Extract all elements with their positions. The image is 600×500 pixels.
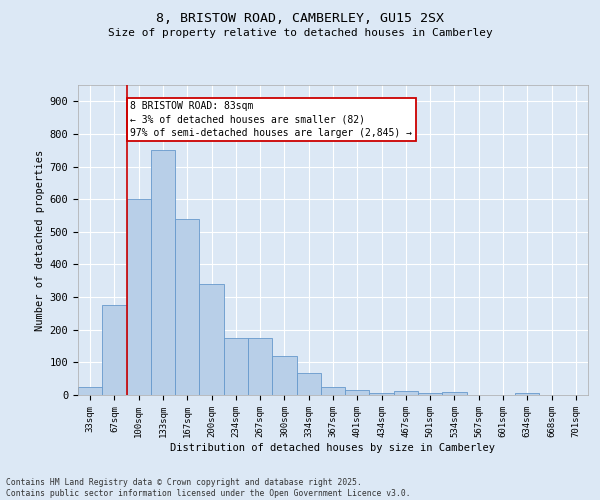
Text: 8, BRISTOW ROAD, CAMBERLEY, GU15 2SX: 8, BRISTOW ROAD, CAMBERLEY, GU15 2SX [156,12,444,26]
Bar [321,387,345,395]
Bar [418,394,442,395]
Text: 8 BRISTOW ROAD: 83sqm
← 3% of detached houses are smaller (82)
97% of semi-detac: 8 BRISTOW ROAD: 83sqm ← 3% of detached h… [130,102,412,138]
Bar [224,338,248,395]
Bar [175,219,199,395]
Bar [102,306,127,395]
Bar [272,356,296,395]
X-axis label: Distribution of detached houses by size in Camberley: Distribution of detached houses by size … [170,442,496,452]
Bar [515,394,539,395]
Bar [296,373,321,395]
Bar [151,150,175,395]
Text: Size of property relative to detached houses in Camberley: Size of property relative to detached ho… [107,28,493,38]
Bar [127,199,151,395]
Bar [370,394,394,395]
Text: Contains HM Land Registry data © Crown copyright and database right 2025.
Contai: Contains HM Land Registry data © Crown c… [6,478,410,498]
Bar [199,284,224,395]
Bar [248,338,272,395]
Bar [442,392,467,395]
Y-axis label: Number of detached properties: Number of detached properties [35,150,46,330]
Bar [78,387,102,395]
Bar [345,390,370,395]
Bar [394,391,418,395]
